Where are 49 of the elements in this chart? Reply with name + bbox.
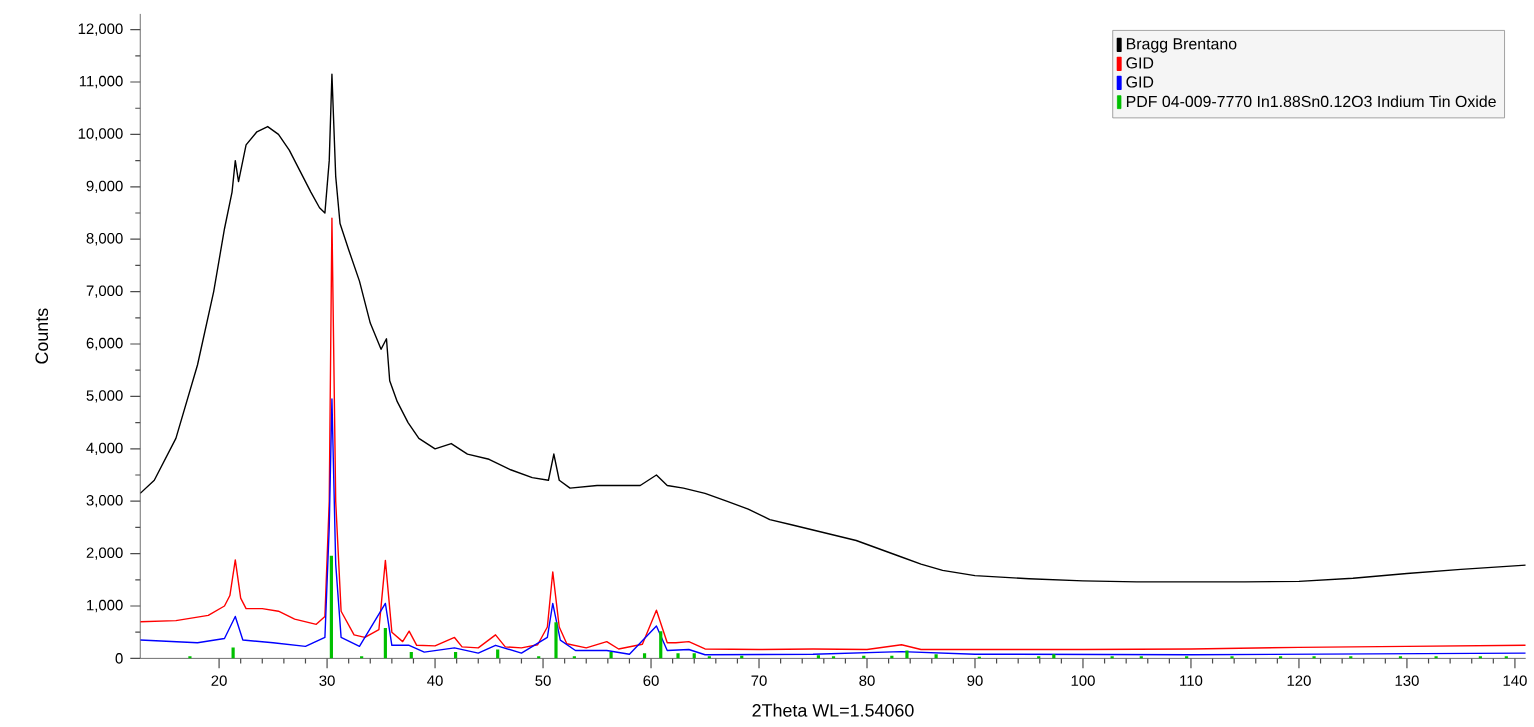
legend-label: GID bbox=[1126, 57, 1154, 69]
bar bbox=[1052, 654, 1056, 659]
x-axis-title: 2Theta WL=1.54060 bbox=[752, 703, 914, 717]
y-tick-label: 12,000 bbox=[78, 23, 123, 36]
y-tick-label: 9,000 bbox=[86, 180, 123, 193]
y-axis-title: Counts bbox=[35, 308, 49, 364]
bar bbox=[816, 655, 821, 659]
bar bbox=[329, 555, 333, 659]
x-tick-label: 20 bbox=[211, 675, 227, 686]
x-tick-label: 100 bbox=[1071, 675, 1095, 686]
bar bbox=[231, 647, 235, 659]
x-tick-label: 60 bbox=[643, 675, 659, 686]
bar bbox=[1312, 656, 1316, 659]
y-tick-label: 0 bbox=[115, 653, 123, 664]
x-tick-label: 110 bbox=[1180, 675, 1203, 686]
x-tick-label: 50 bbox=[535, 675, 551, 686]
y-tick-label: 3,000 bbox=[86, 495, 123, 508]
bar bbox=[934, 654, 938, 659]
bar bbox=[659, 631, 663, 659]
y-tick-label: 2,000 bbox=[86, 547, 123, 560]
x-tick-label: 40 bbox=[427, 675, 443, 686]
bar bbox=[453, 652, 458, 659]
legend-label: Bragg Brentano bbox=[1126, 38, 1237, 53]
bar bbox=[188, 656, 192, 659]
y-tick-label: 11,000 bbox=[79, 75, 123, 89]
y-tick-label: 6,000 bbox=[86, 337, 123, 351]
bar bbox=[554, 622, 558, 659]
y-tick-label: 5,000 bbox=[86, 390, 123, 403]
y-tick-label: 8,000 bbox=[86, 233, 123, 246]
legend-label: GID bbox=[1126, 76, 1154, 88]
y-tick-label: 1,000 bbox=[87, 599, 123, 613]
x-tick-label: 140 bbox=[1503, 675, 1527, 686]
y-tick-label: 10,000 bbox=[78, 128, 123, 141]
x-tick-label: 30 bbox=[319, 675, 335, 686]
bar bbox=[383, 628, 387, 659]
bar bbox=[676, 653, 680, 659]
bar bbox=[409, 652, 413, 659]
legend-label: PDF 04-009-7770 In1.88Sn0.12O3 Indium Tin Oxide bbox=[1126, 95, 1496, 108]
x-tick-label: 70 bbox=[751, 675, 767, 686]
bar bbox=[609, 652, 613, 659]
bar bbox=[1230, 656, 1234, 659]
y-tick-label: 7,000 bbox=[86, 285, 123, 298]
bar bbox=[905, 650, 909, 659]
x-tick-label: 130 bbox=[1395, 675, 1419, 686]
y-tick-label: 4,000 bbox=[86, 442, 123, 455]
x-tick-label: 90 bbox=[967, 675, 983, 686]
bar bbox=[496, 649, 500, 659]
x-tick-label: 120 bbox=[1287, 675, 1311, 686]
x-tick-label: 80 bbox=[859, 675, 875, 686]
